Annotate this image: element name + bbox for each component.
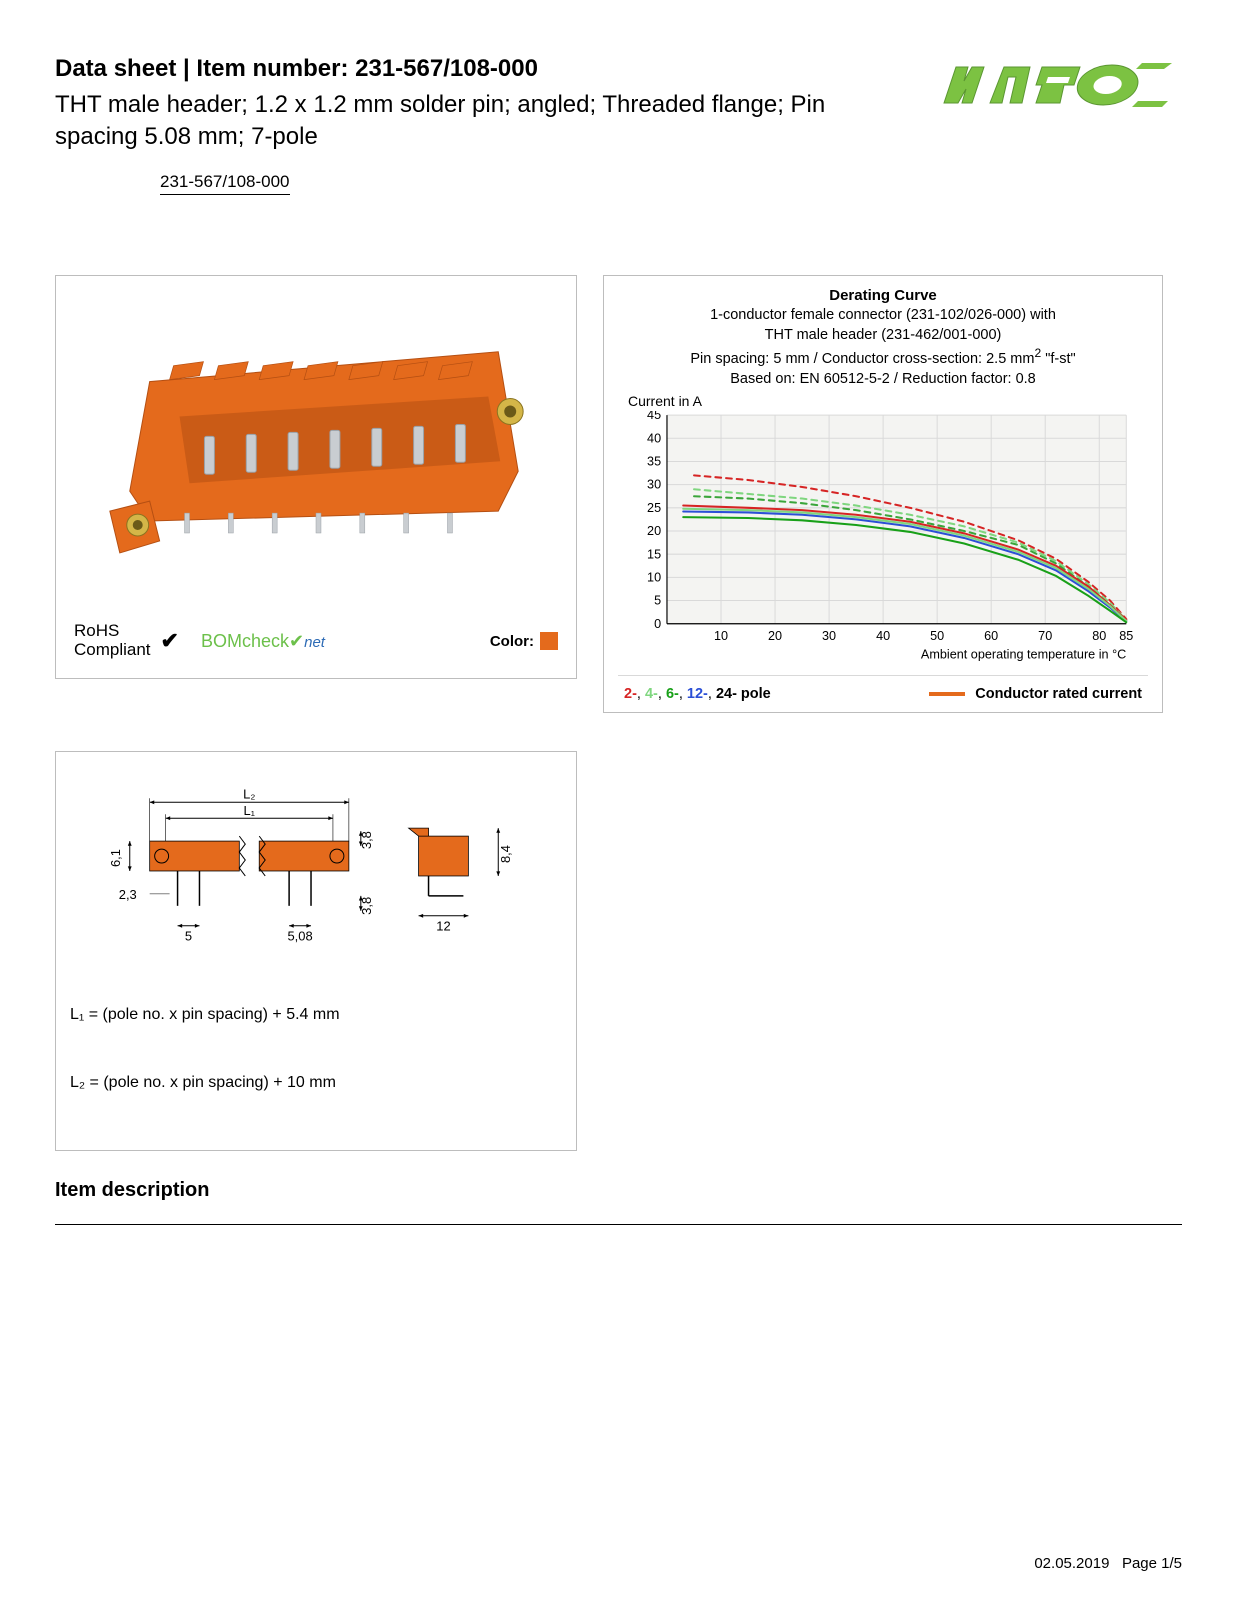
svg-text:45: 45 <box>647 411 661 422</box>
legend-right-text: Conductor rated current <box>975 686 1142 702</box>
chart-header: Derating Curve 1-conductor female connec… <box>618 286 1148 389</box>
legend-conductor: Conductor rated current <box>929 686 1142 702</box>
svg-text:50: 50 <box>930 628 944 643</box>
bomcheck-logo: BOMcheck✔net <box>201 631 325 652</box>
title-line: Data sheet | Item number: 231-567/108-00… <box>55 55 835 83</box>
svg-text:5: 5 <box>185 928 192 943</box>
svg-text:60: 60 <box>984 628 998 643</box>
svg-text:10: 10 <box>714 628 728 643</box>
product-render <box>70 290 562 623</box>
bomcheck-text: check <box>242 631 289 651</box>
svg-text:8,4: 8,4 <box>498 845 513 863</box>
compliance-row: RoHS Compliant ✔ BOMcheck✔net Color: <box>70 622 562 663</box>
color-indicator: Color: <box>490 632 558 650</box>
part-number-link[interactable]: 231-567/108-000 <box>160 172 290 195</box>
top-panels-row: RoHS Compliant ✔ BOMcheck✔net Color: Der… <box>55 275 1182 713</box>
svg-text:20: 20 <box>647 523 661 538</box>
check-icon: ✔ <box>161 628 179 654</box>
dimensions-panel: L₂ L₁ 6,1 2,3 5 5,08 3,8 3,8 8,4 12 L₁ = (pole no… <box>55 751 577 1151</box>
svg-text:L₁: L₁ <box>243 803 255 818</box>
legend-swatch <box>929 692 965 696</box>
chart-plot-area: 0 5 10 15 20 25 30 35 40 45 10 20 30 40 50 60 70 80 85 Ambi… <box>630 411 1136 667</box>
chart-title: Derating Curve <box>618 286 1148 306</box>
svg-text:3,8: 3,8 <box>359 897 374 915</box>
svg-text:5: 5 <box>654 592 661 607</box>
svg-text:30: 30 <box>647 477 661 492</box>
product-image-panel: RoHS Compliant ✔ BOMcheck✔net Color: <box>55 275 577 679</box>
chart-ylabel: Current in A <box>628 393 1148 409</box>
title-prefix: Data sheet | Item number: <box>55 55 355 82</box>
rohs-line1: RoHS <box>74 622 151 641</box>
rohs-label: RoHS Compliant <box>74 622 151 659</box>
svg-text:15: 15 <box>647 546 661 561</box>
item-description-heading: Item description <box>55 1179 1182 1202</box>
svg-text:40: 40 <box>647 430 661 445</box>
svg-text:30: 30 <box>822 628 836 643</box>
svg-text:80: 80 <box>1092 628 1106 643</box>
svg-text:85: 85 <box>1119 628 1133 643</box>
chart-legend: 2-, 4-, 6-, 12-, 24- pole Conductor rate… <box>618 675 1148 704</box>
bom-net: net <box>304 634 325 651</box>
chart-sub3: Pin spacing: 5 mm / Conductor cross-sect… <box>618 345 1148 369</box>
chart-sub1: 1-conductor female connector (231-102/02… <box>618 306 1148 326</box>
dimension-drawing: L₂ L₁ 6,1 2,3 5 5,08 3,8 3,8 8,4 12 <box>70 766 562 966</box>
svg-text:3,8: 3,8 <box>359 831 374 849</box>
rohs-left: RoHS Compliant ✔ BOMcheck✔net <box>74 622 325 659</box>
svg-text:35: 35 <box>647 453 661 468</box>
svg-text:10: 10 <box>647 569 661 584</box>
svg-text:20: 20 <box>768 628 782 643</box>
page-header: Data sheet | Item number: 231-567/108-00… <box>55 55 1182 195</box>
legend-poles: 2-, 4-, 6-, 12-, 24- pole <box>624 686 771 702</box>
svg-text:12: 12 <box>436 919 450 934</box>
subtitle: THT male header; 1.2 x 1.2 mm solder pin… <box>55 89 835 154</box>
bom-text: BOM <box>201 631 242 651</box>
formula-L1: L₁ = (pole no. x pin spacing) + 5.4 mm <box>70 1006 562 1024</box>
footer-page: Page 1/5 <box>1122 1555 1182 1572</box>
svg-text:0: 0 <box>654 616 661 631</box>
svg-text:L₂: L₂ <box>243 786 255 801</box>
svg-text:5,08: 5,08 <box>287 928 312 943</box>
derating-chart-panel: Derating Curve 1-conductor female connec… <box>603 275 1163 713</box>
footer-rule <box>55 1224 1182 1225</box>
color-swatch <box>540 632 558 650</box>
svg-text:6,1: 6,1 <box>108 849 123 867</box>
svg-text:Ambient operating temperature: Ambient operating temperature in °C <box>921 646 1126 661</box>
footer: 02.05.2019 Page 1/5 <box>1034 1555 1182 1572</box>
rohs-line2: Compliant <box>74 641 151 660</box>
formula-L2: L₂ = (pole no. x pin spacing) + 10 mm <box>70 1074 562 1092</box>
svg-text:25: 25 <box>647 500 661 515</box>
footer-date: 02.05.2019 <box>1034 1555 1109 1572</box>
wago-logo <box>942 55 1182 120</box>
chart-sub4: Based on: EN 60512-5-2 / Reduction facto… <box>618 370 1148 390</box>
chart-sub2: THT male header (231-462/001-000) <box>618 326 1148 346</box>
color-label-text: Color: <box>490 633 534 650</box>
svg-text:40: 40 <box>876 628 890 643</box>
svg-text:70: 70 <box>1038 628 1052 643</box>
title-item-number: 231-567/108-000 <box>355 55 538 82</box>
header-text-block: Data sheet | Item number: 231-567/108-00… <box>55 55 835 195</box>
svg-text:2,3: 2,3 <box>119 887 137 902</box>
